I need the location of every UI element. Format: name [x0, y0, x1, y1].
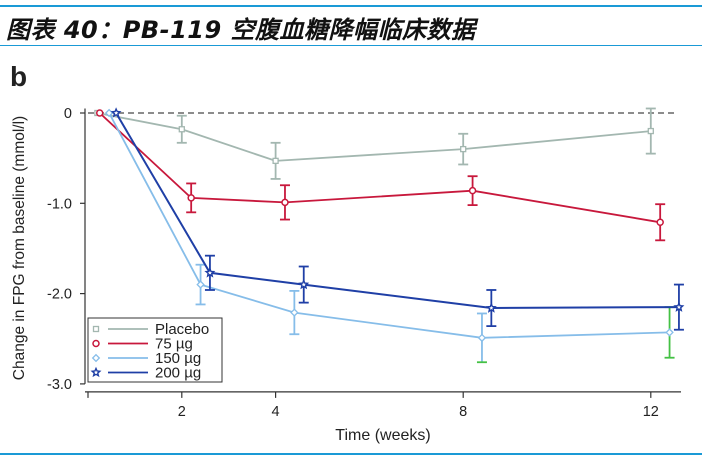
legend-label: 150 µg [155, 350, 201, 367]
circle-marker [656, 218, 664, 227]
series-line [108, 112, 670, 339]
star-marker [90, 366, 102, 378]
square-marker [460, 145, 467, 153]
star-marker [204, 266, 216, 278]
series-d150 [104, 108, 675, 364]
figure-title: 图表 40：PB-119 空腹血糖降幅临床数据 [6, 16, 476, 44]
y-ticks: 0 -1.0 -2.0 -3.0 [47, 106, 85, 393]
bottom-rule [0, 453, 702, 455]
diamond-marker [91, 353, 101, 363]
circle-marker [95, 109, 104, 117]
x-tick-label: 4 [272, 404, 280, 420]
series-d75 [95, 109, 666, 242]
series-line [97, 112, 651, 162]
square-marker [178, 126, 185, 133]
y-tick-label: 0 [64, 106, 72, 122]
series-d200 [110, 107, 685, 331]
star-marker [110, 107, 122, 118]
square-marker [272, 157, 279, 165]
legend-label: 200 µg [155, 365, 201, 382]
diamond-marker [196, 280, 205, 289]
panel-label: b [10, 61, 27, 92]
square-marker [92, 325, 100, 333]
legend-label: Placebo [155, 321, 209, 338]
x-ticks: 2 4 8 12 [87, 391, 659, 420]
series-placebo [94, 107, 656, 180]
y-tick-label: -3.0 [47, 377, 72, 393]
x-tick-label: 8 [459, 404, 467, 420]
diamond-marker [665, 328, 674, 337]
legend-label: 75 µg [155, 336, 193, 353]
top-rule [0, 5, 702, 7]
y-axis-label: Change in FPG from baseline (mmol/l) [11, 116, 28, 380]
fpg-line-chart: b Change in FPG from baseline (mmol/l) T… [10, 61, 685, 444]
title-rule [0, 45, 702, 46]
diamond-marker [477, 333, 487, 343]
x-tick-label: 12 [643, 404, 659, 420]
circle-marker [281, 198, 289, 207]
star-marker [298, 278, 310, 290]
y-tick-label: -1.0 [47, 196, 72, 212]
square-marker [647, 127, 654, 135]
circle-marker [468, 186, 477, 195]
star-marker [485, 302, 497, 313]
circle-marker [187, 194, 195, 202]
x-tick-label: 2 [178, 404, 186, 420]
diamond-marker [290, 308, 299, 317]
y-tick-label: -2.0 [47, 287, 72, 303]
axes [84, 108, 681, 393]
x-axis-label: Time (weeks) [335, 427, 430, 444]
circle-marker [92, 339, 100, 348]
series-group [94, 107, 685, 364]
star-marker [673, 301, 685, 312]
